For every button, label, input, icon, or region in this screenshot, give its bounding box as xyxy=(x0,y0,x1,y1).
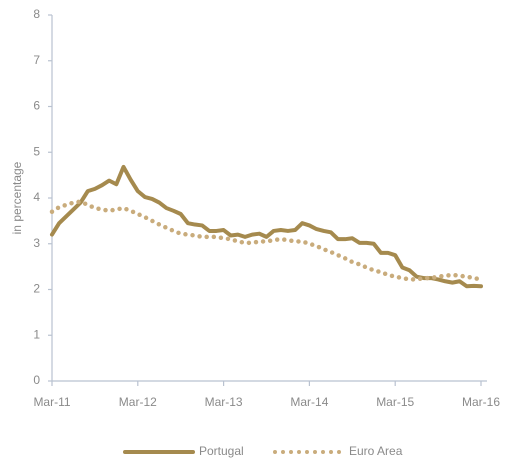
y-tick-label: 2 xyxy=(33,282,40,296)
y-tick-label: 8 xyxy=(33,7,40,21)
x-tick-label: Mar-14 xyxy=(290,395,328,409)
y-tick-label: 7 xyxy=(33,53,40,67)
y-tick-label: 0 xyxy=(33,373,40,387)
y-axis-label: in percentage xyxy=(10,161,24,234)
y-tick-label: 6 xyxy=(33,99,40,113)
x-tick-label: Mar-16 xyxy=(462,395,500,409)
x-tick-label: Mar-15 xyxy=(376,395,414,409)
y-tick-label: 3 xyxy=(33,236,40,250)
legend-label: Euro Area xyxy=(349,444,403,458)
y-tick-label: 5 xyxy=(33,144,40,158)
series-line xyxy=(50,164,483,289)
x-tick-label: Mar-11 xyxy=(33,395,70,409)
y-tick-label: 1 xyxy=(33,327,40,341)
y-tick-label: 4 xyxy=(33,190,40,204)
x-tick-label: Mar-12 xyxy=(119,395,157,409)
x-tick-label: Mar-13 xyxy=(205,395,243,409)
series-line xyxy=(49,199,484,282)
legend-label: Portugal xyxy=(199,444,244,458)
